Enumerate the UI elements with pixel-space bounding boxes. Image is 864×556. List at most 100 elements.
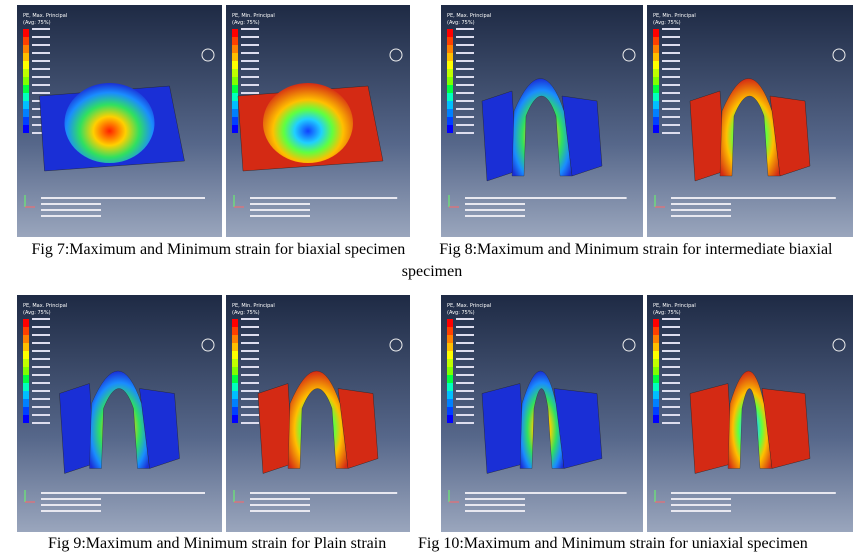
legend-label-stub [456, 108, 474, 110]
legend-swatch [447, 37, 453, 45]
legend-title: PE, Min. Principal [653, 303, 696, 309]
legend-label-stub [241, 84, 259, 86]
legend-label-stub [32, 60, 50, 62]
legend-swatch [23, 77, 29, 85]
legend-label-stub [241, 92, 259, 94]
specimen-plate [689, 383, 734, 474]
info-line-stub [465, 197, 627, 199]
legend-swatch [447, 77, 453, 85]
info-line-stub [671, 504, 731, 506]
legend-label-stub [241, 334, 259, 336]
legend-swatch [232, 399, 238, 407]
legend-swatch [23, 37, 29, 45]
info-line-stub [671, 492, 836, 494]
legend-label-stub [456, 422, 474, 424]
info-line-stub [250, 492, 398, 494]
legend-label-stub [241, 44, 259, 46]
legend-swatch [23, 375, 29, 383]
legend-label-stub [241, 398, 259, 400]
legend-title: PE, Max. Principal [447, 13, 491, 19]
fea-screenshot: PE, Min. Principal (Avg: 75%) [226, 295, 410, 532]
legend-label-stub [456, 116, 474, 118]
legend-label-stub [662, 422, 680, 424]
legend-label-stub [662, 334, 680, 336]
legend-swatch [232, 367, 238, 375]
legend-avg: (Avg: 75%) [232, 310, 260, 316]
viewcube [201, 338, 215, 352]
specimen-plate [481, 383, 526, 474]
legend-swatch [232, 319, 238, 327]
legend-swatch [447, 351, 453, 359]
legend-label-stub [241, 422, 259, 424]
legend-swatch [653, 319, 659, 327]
legend-label-stub [662, 382, 680, 384]
legend-swatch [232, 69, 238, 77]
legend-label-stub [456, 28, 474, 30]
legend-label-stub [32, 406, 50, 408]
legend-swatch [232, 77, 238, 85]
legend-swatch [232, 343, 238, 351]
legend-label-stub [241, 28, 259, 30]
legend-label-stub [32, 382, 50, 384]
legend-label-stub [241, 318, 259, 320]
legend-swatch [23, 367, 29, 375]
info-line-stub [250, 504, 310, 506]
info-line-stub [465, 510, 525, 512]
legend-label-stub [32, 422, 50, 424]
legend-label-stub [32, 414, 50, 416]
legend-swatch [232, 85, 238, 93]
legend-label-stub [456, 100, 474, 102]
info-line-stub [250, 203, 310, 205]
legend-swatch [23, 327, 29, 335]
specimen-dome [263, 83, 353, 163]
info-line-stub [250, 498, 310, 500]
legend-swatch [23, 85, 29, 93]
viewport: PE, Max. Principal(Avg: 75%) [441, 295, 643, 532]
legend-swatch [23, 109, 29, 117]
specimen-plate [257, 383, 294, 474]
legend-swatch [447, 335, 453, 343]
legend-label-stub [32, 334, 50, 336]
viewcube [389, 48, 403, 62]
legend-swatch [447, 29, 453, 37]
legend-label-stub [456, 52, 474, 54]
info-line-stub [250, 510, 310, 512]
legend-label-stub [662, 44, 680, 46]
legend-swatch [447, 53, 453, 61]
fea-screenshot: PE, Max. Principal (Avg: 75%) [17, 295, 222, 532]
legend-swatch [232, 327, 238, 335]
legend-swatch [23, 359, 29, 367]
legend-label-stub [32, 358, 50, 360]
legend-label-stub [662, 414, 680, 416]
specimen-plate [481, 90, 518, 182]
legend-swatch [653, 85, 659, 93]
info-line-stub [465, 498, 525, 500]
legend-avg: (Avg: 75%) [232, 20, 260, 26]
legend-avg: (Avg: 75%) [653, 20, 681, 26]
legend-swatch [653, 383, 659, 391]
viewcube [832, 338, 846, 352]
legend-swatch [447, 375, 453, 383]
legend-swatch [653, 109, 659, 117]
legend-swatch [653, 367, 659, 375]
legend-swatch [232, 375, 238, 383]
legend-avg: (Avg: 75%) [653, 310, 681, 316]
legend-swatch [653, 327, 659, 335]
legend-label-stub [456, 36, 474, 38]
legend-swatch [653, 375, 659, 383]
legend-label-stub [662, 124, 680, 126]
legend-title: PE, Min. Principal [232, 303, 275, 309]
legend-label-stub [456, 366, 474, 368]
legend-label-stub [241, 76, 259, 78]
specimen-dome [64, 83, 155, 163]
legend-swatch [23, 117, 29, 125]
info-line-stub [250, 215, 310, 217]
legend-label-stub [456, 326, 474, 328]
info-line-stub [41, 504, 101, 506]
legend-label-stub [456, 398, 474, 400]
legend-swatch [447, 61, 453, 69]
legend-swatch [232, 109, 238, 117]
info-line-stub [41, 203, 101, 205]
legend-swatch [232, 117, 238, 125]
legend-swatch [23, 45, 29, 53]
